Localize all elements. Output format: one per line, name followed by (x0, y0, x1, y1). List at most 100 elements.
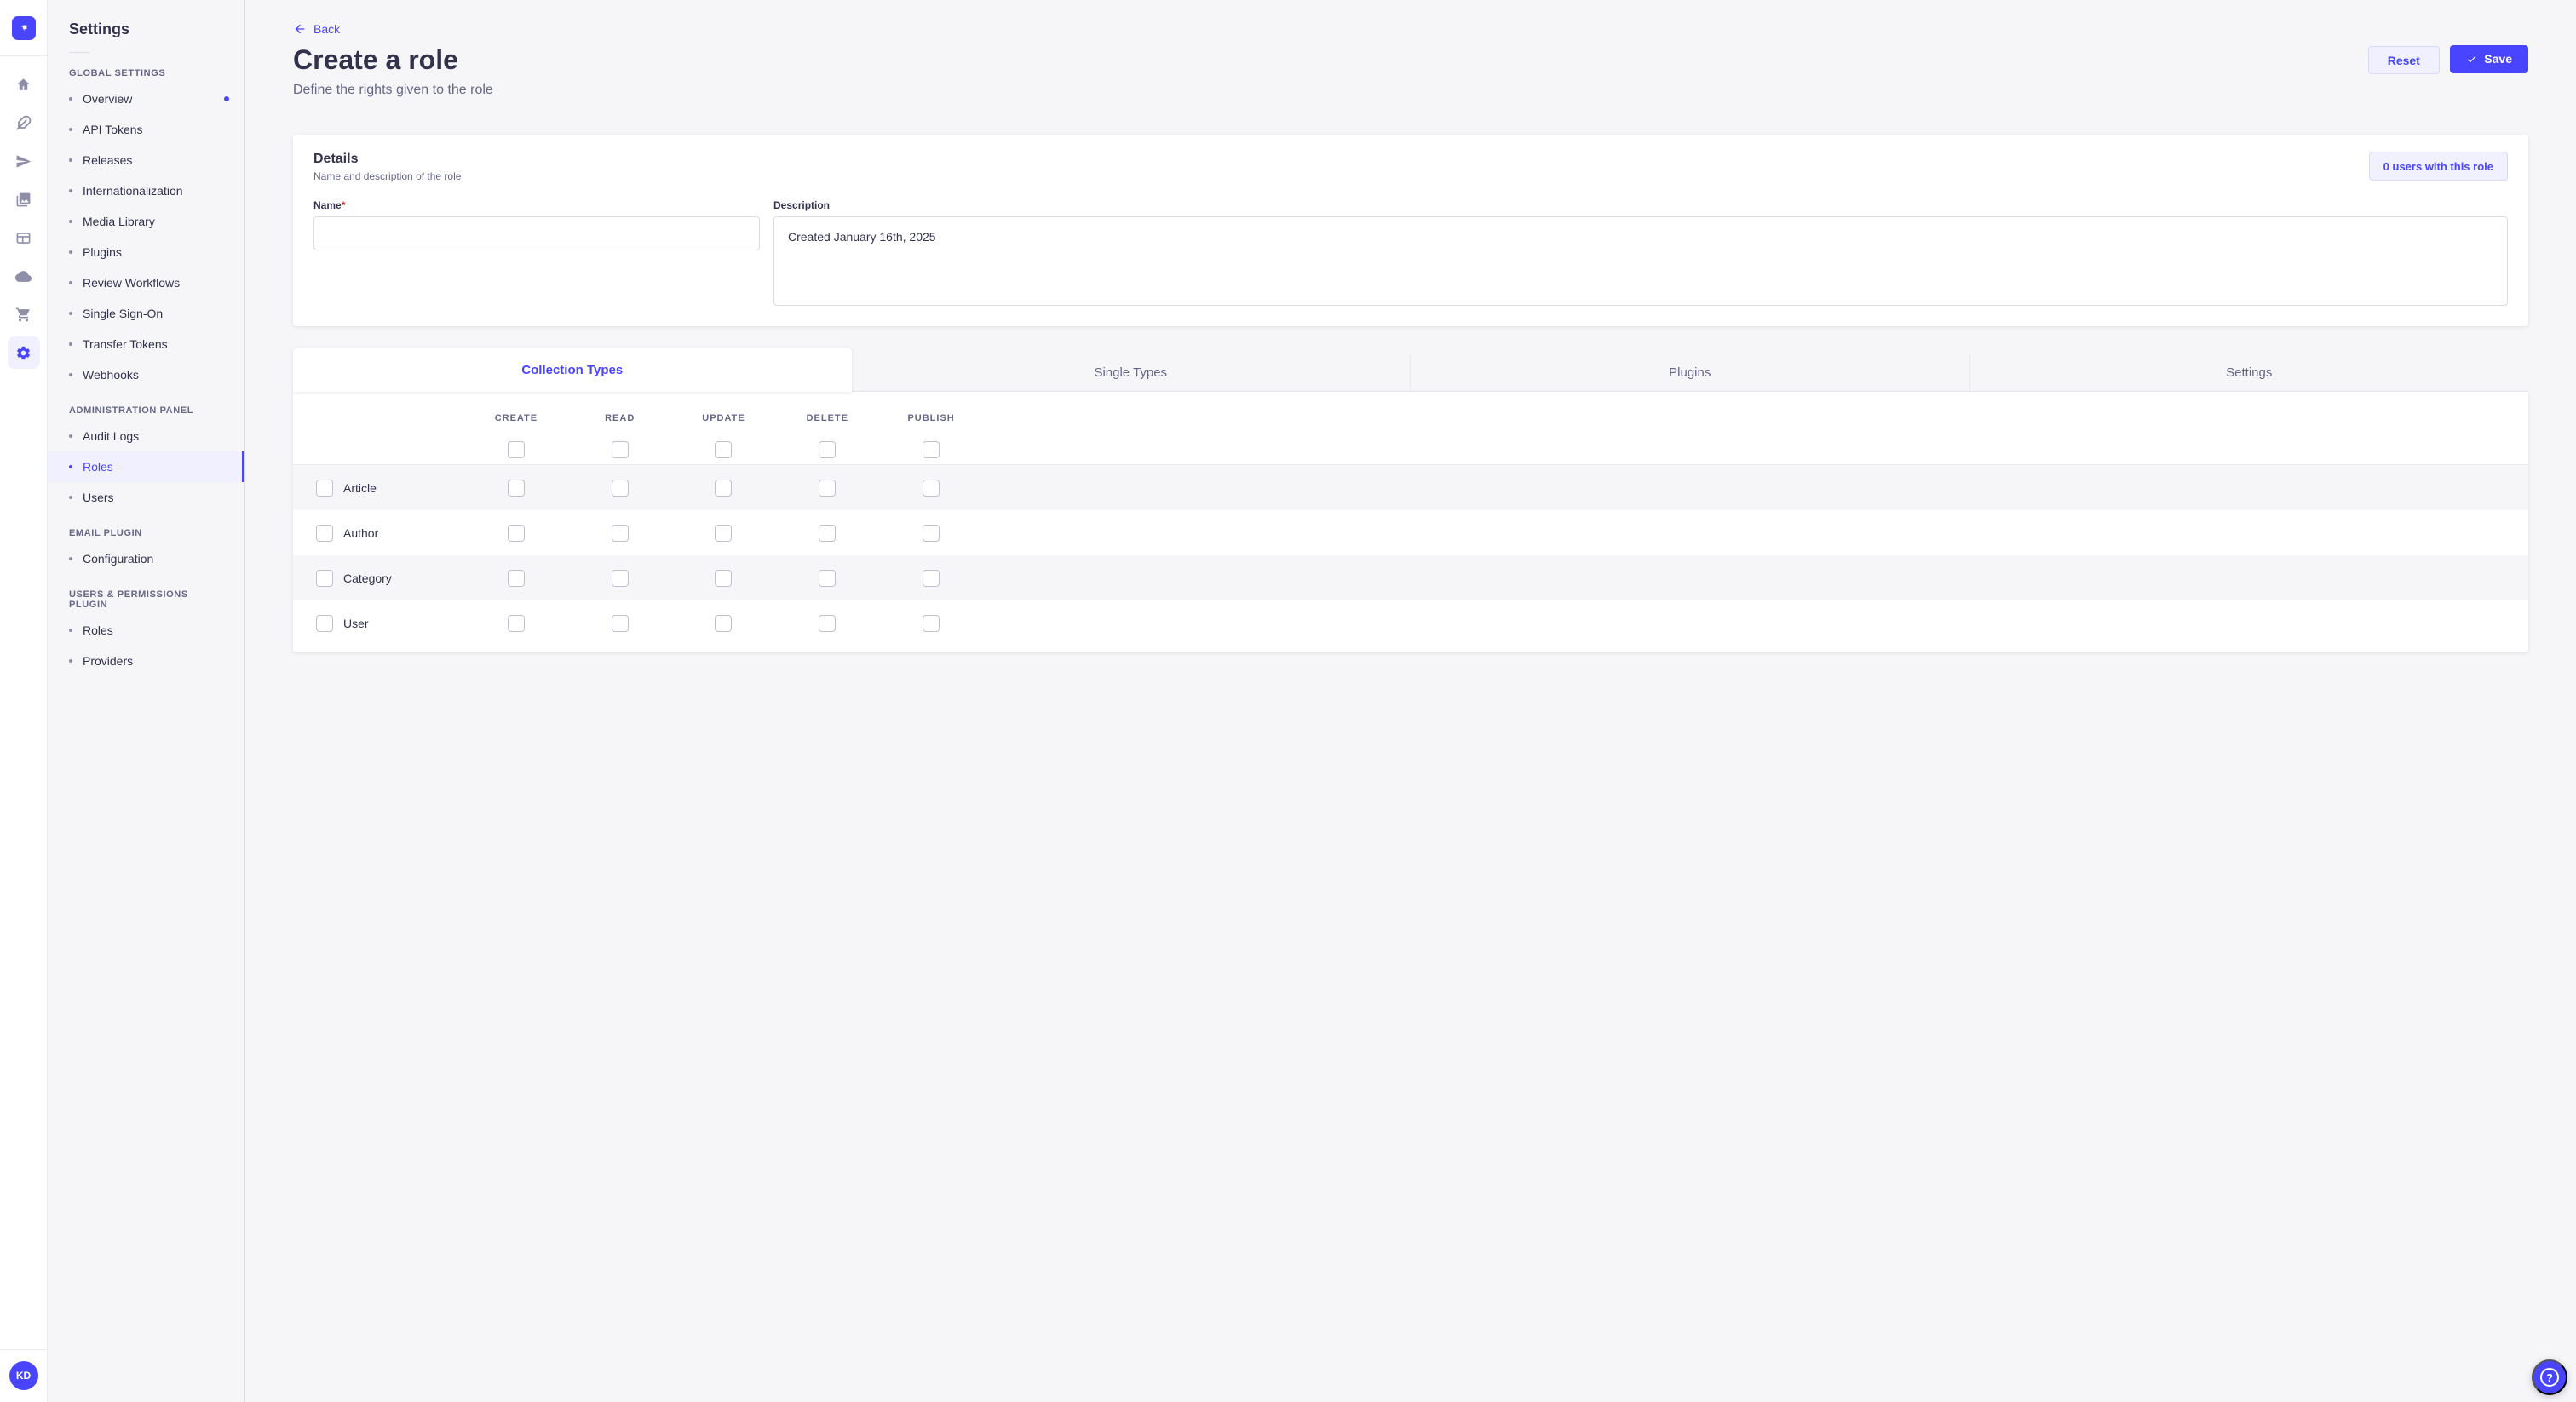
sidebar-item-media-library[interactable]: Media Library (48, 206, 244, 237)
checkbox-cell (879, 479, 983, 497)
select-all-delete-checkbox[interactable] (819, 440, 837, 458)
bullet-icon (69, 659, 72, 663)
sidebar-item-transfer-tokens[interactable]: Transfer Tokens (48, 329, 244, 359)
sidebar-item-roles[interactable]: Roles (48, 615, 244, 646)
sidebar-item-webhooks[interactable]: Webhooks (48, 359, 244, 390)
checkbox-cell (464, 569, 568, 587)
sidebar-item-label: Transfer Tokens (83, 337, 168, 351)
category-delete-checkbox[interactable] (819, 569, 837, 587)
content-type-builder-icon[interactable] (8, 221, 40, 254)
sidebar-item-users[interactable]: Users (48, 482, 244, 513)
home-icon[interactable] (8, 68, 40, 101)
marketplace-cart-icon[interactable] (8, 298, 40, 330)
user-publish-checkbox[interactable] (923, 614, 940, 632)
settings-gear-icon[interactable] (7, 336, 40, 369)
select-all-update-checkbox[interactable] (715, 440, 733, 458)
author-read-checkbox[interactable] (611, 524, 629, 542)
category-publish-checkbox[interactable] (923, 569, 940, 587)
details-heading: Details Name and description of the role (313, 152, 461, 182)
bullet-icon (69, 97, 72, 101)
row-name-cell: User (293, 614, 464, 632)
sidebar-item-roles[interactable]: Roles (48, 451, 244, 482)
user-update-checkbox[interactable] (715, 614, 733, 632)
content-feather-icon[interactable] (8, 106, 40, 139)
sidebar-item-review-workflows[interactable]: Review Workflows (48, 267, 244, 298)
sidebar-item-label: Internationalization (83, 184, 183, 198)
article-update-checkbox[interactable] (715, 479, 733, 497)
select-all-read-checkbox[interactable] (611, 440, 629, 458)
row-category-checkbox[interactable] (316, 569, 333, 587)
article-create-checkbox[interactable] (507, 479, 525, 497)
category-update-checkbox[interactable] (715, 569, 733, 587)
help-button[interactable]: ? (2532, 1359, 2567, 1395)
row-label: Article (343, 480, 377, 495)
checkbox-cell (879, 569, 983, 587)
user-read-checkbox[interactable] (611, 614, 629, 632)
back-link[interactable]: Back (293, 22, 340, 36)
description-field-group: Description Created January 16th, 2025 (773, 199, 2508, 306)
sidebar-item-label: API Tokens (83, 123, 143, 136)
name-field-group: Name* (313, 199, 760, 306)
sidebar-item-audit-logs[interactable]: Audit Logs (48, 421, 244, 451)
checkbox-cell (879, 524, 983, 542)
article-read-checkbox[interactable] (611, 479, 629, 497)
bullet-icon (69, 189, 72, 192)
bullet-icon (69, 342, 72, 346)
nav-section-label: GLOBAL SETTINGS (69, 68, 166, 78)
save-button[interactable]: Save (2450, 44, 2528, 73)
row-name-cell: Category (293, 569, 464, 587)
sidebar-item-plugins[interactable]: Plugins (48, 237, 244, 267)
bullet-icon (69, 434, 72, 438)
strapi-logo-icon[interactable] (11, 15, 36, 40)
author-create-checkbox[interactable] (507, 524, 525, 542)
checkbox-cell (568, 479, 672, 497)
users-with-role-button[interactable]: 0 users with this role (2368, 152, 2508, 181)
details-title: Details (313, 152, 359, 166)
sidebar-item-providers[interactable]: Providers (48, 646, 244, 676)
author-delete-checkbox[interactable] (819, 524, 837, 542)
row-user-checkbox[interactable] (316, 614, 333, 632)
sidebar-item-configuration[interactable]: Configuration (48, 543, 244, 574)
sidebar-item-label: Plugins (83, 245, 122, 259)
sidebar-item-single-sign-on[interactable]: Single Sign-On (48, 298, 244, 329)
cloud-icon[interactable] (8, 260, 40, 292)
category-read-checkbox[interactable] (611, 569, 629, 587)
description-textarea[interactable]: Created January 16th, 2025 (773, 216, 2508, 306)
tab-collection-types[interactable]: Collection Types (293, 348, 852, 392)
select-all-create-checkbox[interactable] (507, 440, 525, 458)
name-input[interactable] (313, 216, 760, 250)
article-delete-checkbox[interactable] (819, 479, 837, 497)
author-update-checkbox[interactable] (715, 524, 733, 542)
check-icon (2468, 55, 2476, 63)
table-row-category: Category (293, 555, 2528, 600)
select-all-publish-checkbox[interactable] (923, 440, 940, 458)
user-delete-checkbox[interactable] (819, 614, 837, 632)
row-article-checkbox[interactable] (316, 479, 333, 497)
category-create-checkbox[interactable] (507, 569, 525, 587)
row-name-cell: Article (293, 479, 464, 497)
article-publish-checkbox[interactable] (923, 479, 940, 497)
checkbox-cell (568, 524, 672, 542)
row-author-checkbox[interactable] (316, 524, 333, 542)
tab-plugins[interactable]: Plugins (1410, 354, 1969, 392)
sidebar-item-releases[interactable]: Releases (48, 145, 244, 175)
sidebar-item-api-tokens[interactable]: API Tokens (48, 114, 244, 145)
nav-section-label: EMAIL PLUGIN (69, 528, 142, 538)
bullet-icon (69, 128, 72, 131)
checkbox-cell (568, 569, 672, 587)
tab-settings[interactable]: Settings (1969, 354, 2528, 392)
tab-single-types[interactable]: Single Types (851, 354, 1410, 392)
details-card-header: Details Name and description of the role… (313, 152, 2508, 182)
author-publish-checkbox[interactable] (923, 524, 940, 542)
checkbox-cell (672, 440, 776, 458)
sidebar-item-label: Releases (83, 153, 133, 167)
release-paper-plane-icon[interactable] (8, 145, 40, 177)
description-label: Description (773, 199, 831, 211)
sidebar-item-internationalization[interactable]: Internationalization (48, 175, 244, 206)
user-create-checkbox[interactable] (507, 614, 525, 632)
media-library-icon[interactable] (8, 183, 40, 215)
reset-button[interactable]: Reset (2367, 46, 2440, 75)
avatar[interactable]: KD (9, 1361, 38, 1390)
sidebar-item-label: Overview (83, 92, 133, 106)
sidebar-item-overview[interactable]: Overview (48, 83, 244, 114)
